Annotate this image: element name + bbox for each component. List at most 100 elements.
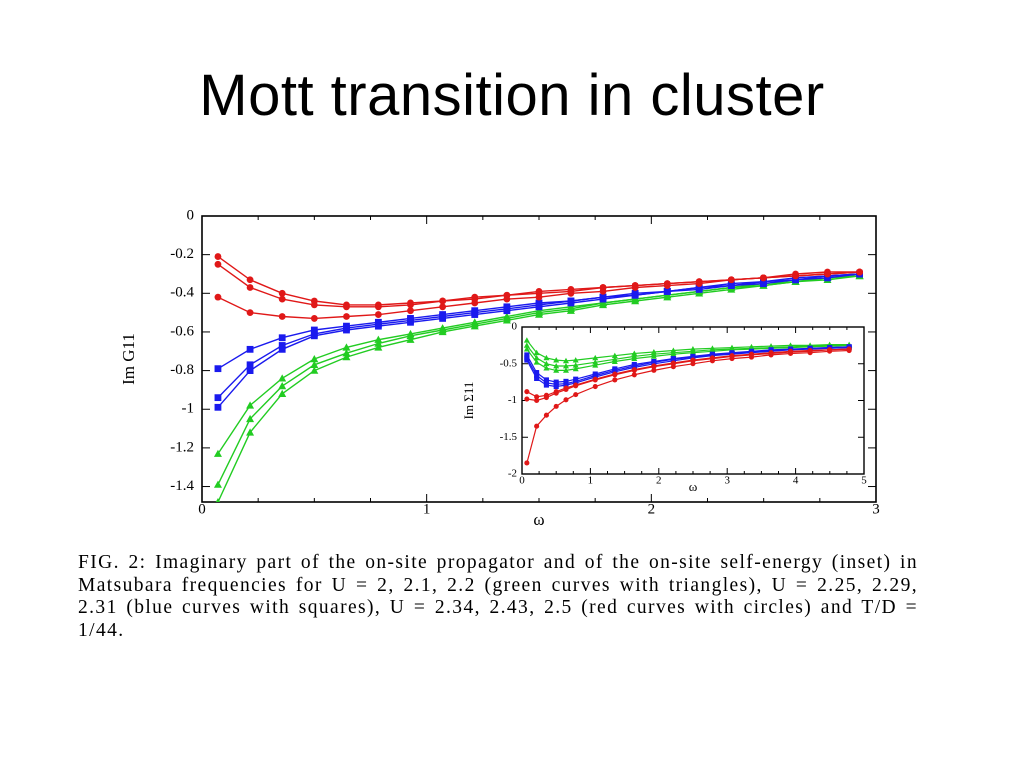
main-green-triangle-marker [438, 324, 447, 332]
main-green-triangle-marker [470, 318, 479, 326]
figure-caption: FIG. 2: Imaginary part of the on-site pr… [78, 552, 918, 642]
main-blue-square-marker [535, 299, 543, 307]
inset-green-triangle-marker [592, 359, 599, 365]
inset-blue-square-marker [534, 375, 540, 381]
main-y-tick-label: -1.2 [170, 439, 194, 455]
inset-blue-square-marker [534, 372, 540, 379]
inset-red-circle-marker [748, 354, 755, 360]
main-red-circle-marker [727, 276, 735, 284]
inset-red-circle-marker [612, 372, 618, 378]
main-red-circle-marker [407, 307, 414, 315]
main-y-tick-label: -0.6 [170, 323, 194, 339]
main-blue-square-marker [214, 365, 222, 373]
main-green-triangle-marker [246, 401, 255, 409]
inset-green-triangle-marker [553, 362, 560, 369]
inset-red-circle-marker [534, 423, 540, 429]
inset-red-circle-marker [787, 350, 794, 357]
main-red-circle-marker [278, 289, 286, 297]
main-series-group [213, 253, 864, 502]
main-y-tick-label: -0.8 [170, 362, 194, 378]
main-red-circle-marker [856, 268, 863, 276]
main-blue-square-marker [278, 334, 286, 342]
inset-x-tick-label: 1 [588, 475, 594, 487]
inset-x-tick-label: 0 [519, 475, 525, 487]
inset-red-circle-marker [690, 361, 696, 367]
inset-plot: 0 1 2 3 4 5 0 -0.5 -1 -1.5 -2 ω Im Σ11 [461, 321, 867, 494]
main-red-circle-marker [246, 284, 254, 291]
main-green-triangle-marker [535, 306, 543, 314]
inset-y-tick-label: -0.5 [500, 357, 518, 369]
main-x-tick-label: 2 [648, 501, 656, 517]
main-green-triangle-marker [342, 343, 351, 351]
inset-x-tick-label: 2 [656, 475, 662, 487]
main-green-triangle-marker [310, 360, 319, 368]
inset-red-circle-marker [846, 347, 852, 354]
inset-green-triangle-marker [523, 342, 530, 348]
inset-red-circle-marker [768, 352, 774, 358]
inset-green-triangle-marker [631, 355, 638, 362]
main-y-axis-label: Im G11 [119, 333, 138, 385]
inset-red-circle-marker [563, 386, 569, 393]
inset-y-tick-label: -2 [508, 468, 517, 480]
main-red-circle-marker [214, 260, 222, 268]
inset-blue-square-marker [524, 357, 530, 363]
inset-green-triangle-marker [611, 352, 618, 359]
main-red-circle-marker [695, 278, 703, 286]
main-blue-square-marker [246, 367, 254, 374]
inset-green-triangle-marker [543, 365, 550, 371]
inset-green-triangle-marker [650, 353, 657, 359]
inset-green-triangle-marker [592, 362, 599, 368]
main-red-circle-marker [214, 253, 222, 260]
inset-y-tick-label: -1 [508, 394, 517, 406]
main-x-tick-label: 1 [423, 501, 431, 517]
main-red-circle-marker [567, 286, 575, 293]
inset-red-circle-marker [651, 364, 657, 370]
main-blue-square-marker [631, 289, 639, 297]
inset-red-circle-marker [534, 394, 540, 400]
main-red-circle-marker [246, 276, 254, 284]
inset-y-tick-label: -1.5 [500, 431, 518, 443]
inset-blue-square-marker [534, 370, 540, 376]
main-green-triangle-marker [502, 312, 511, 320]
main-red-circle-marker [343, 301, 350, 309]
main-red-circle-marker [535, 287, 543, 295]
main-blue-square-marker [599, 293, 607, 301]
main-green-triangle-marker [342, 349, 351, 357]
main-green-triangle-marker [631, 295, 640, 303]
main-red-circle-marker [760, 274, 767, 282]
inset-green-triangle-marker [553, 367, 560, 373]
main-red-circle-marker [310, 315, 318, 322]
main-green-triangle-marker [566, 302, 575, 311]
main-red-circle-marker [792, 270, 799, 278]
main-red-circle-marker [278, 295, 286, 303]
inset-x-tick-label: 4 [793, 475, 799, 487]
main-green-triangle-marker [406, 335, 415, 343]
main-green-triangle-marker [310, 355, 319, 363]
main-y-tick-label: -1 [182, 401, 195, 417]
main-blue-square-marker [439, 311, 447, 318]
inset-red-circle-marker [827, 348, 833, 354]
inset-green-triangle-marker [533, 349, 540, 356]
main-red-circle-marker [631, 282, 639, 289]
main-red-circle-marker [471, 293, 479, 301]
inset-green-triangle-marker [562, 367, 569, 373]
inset-red-circle-marker [543, 412, 549, 418]
inset-blue-square-marker [563, 382, 569, 388]
main-red-circle-marker [214, 293, 222, 301]
main-green-triangle-marker [278, 374, 287, 382]
main-blue-square-marker [310, 330, 318, 338]
main-green-triangle-marker [278, 389, 287, 397]
inset-red-circle-marker [553, 390, 559, 396]
inset-red-circle-marker [807, 350, 813, 356]
inset-red-circle-marker [534, 397, 540, 404]
main-green-triangle-marker [310, 366, 319, 374]
main-x-axis-label: ω [533, 510, 544, 529]
inset-red-circle-marker [524, 389, 530, 395]
inset-red-circle-marker [553, 403, 559, 409]
inset-y-axis-label: Im Σ11 [461, 382, 476, 420]
inset-red-circle-marker [670, 364, 676, 370]
main-green-triangle-marker [246, 414, 255, 423]
main-y-tick-label: -0.4 [170, 285, 194, 301]
main-blue-square-marker [663, 287, 671, 295]
main-blue-square-marker [246, 345, 254, 353]
